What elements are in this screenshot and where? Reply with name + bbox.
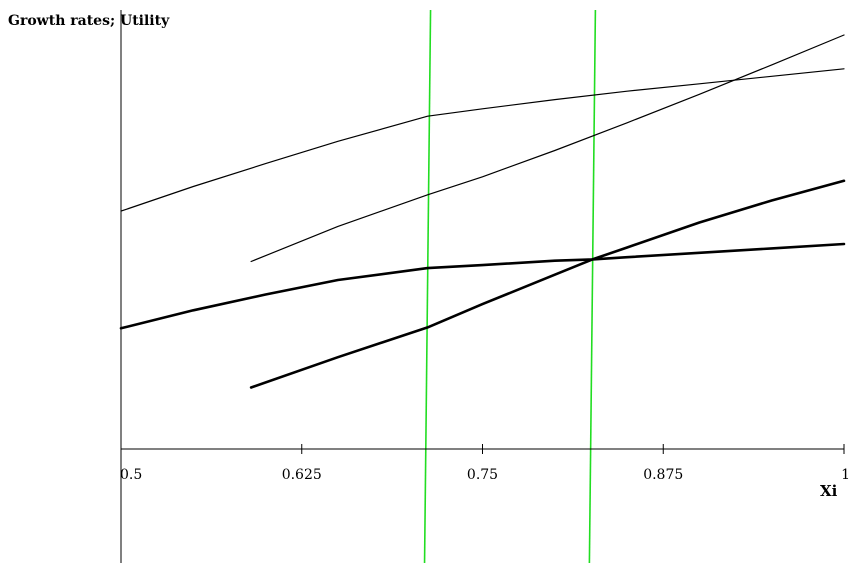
series-line-1 — [120, 68, 845, 212]
x-tick-label: 0.5 — [120, 467, 142, 483]
x-tick-label: 0.75 — [467, 467, 498, 483]
vertical-reference-lines — [423, 9, 597, 564]
series-line-4 — [249, 179, 846, 389]
series-line-3 — [119, 242, 846, 330]
x-ticks: 0.5 0.625 0.75 0.875 1 — [120, 444, 850, 483]
x-tick-label: 0.625 — [282, 467, 322, 483]
y-axis-label: Growth rates; Utility — [8, 13, 170, 29]
x-tick-label: 1 — [841, 467, 850, 483]
x-axis-label: Xi — [820, 482, 838, 500]
series-group — [119, 34, 846, 389]
x-tick-label: 0.875 — [643, 467, 683, 483]
series-line-2 — [250, 34, 845, 263]
vertical-line-2 — [588, 9, 597, 564]
vertical-line-1 — [423, 9, 432, 564]
